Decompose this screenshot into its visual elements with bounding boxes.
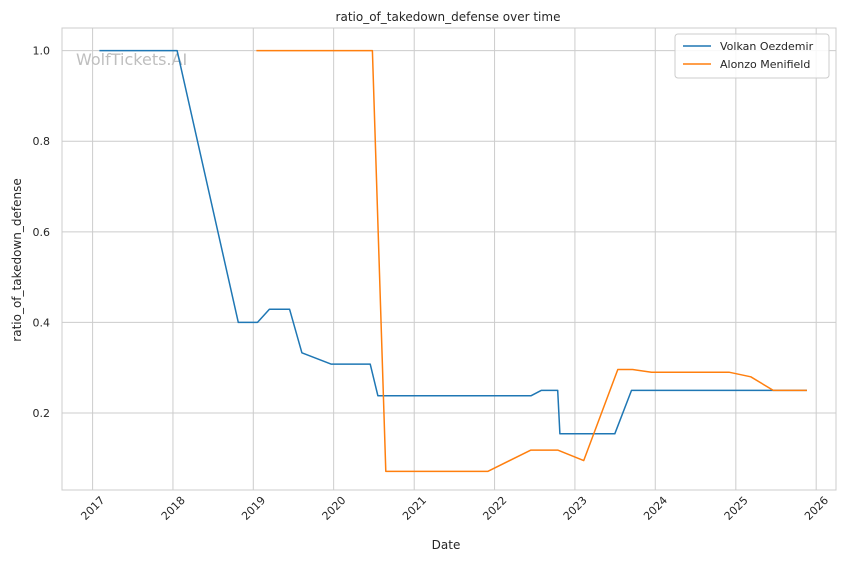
y-tick-label: 0.2 xyxy=(33,407,51,420)
y-tick-label: 1.0 xyxy=(33,45,51,58)
legend: Volkan Oezdemir Alonzo Menifield xyxy=(674,33,830,79)
y-axis-label: ratio_of_takedown_defense xyxy=(10,178,24,341)
y-axis-ticks: 0.2 0.4 0.6 0.8 1.0 xyxy=(33,45,51,420)
grid-lines xyxy=(62,28,836,490)
legend-label-alonzo-menifield: Alonzo Menifield xyxy=(720,58,810,71)
y-tick-label: 0.6 xyxy=(33,226,51,239)
chart-title: ratio_of_takedown_defense over time xyxy=(336,10,561,24)
legend-box xyxy=(674,33,830,79)
series-lines xyxy=(99,49,807,473)
watermark-text: WolfTickets.AI xyxy=(76,50,187,69)
y-tick-label: 0.8 xyxy=(33,135,51,148)
series-line-alonzo-menifield xyxy=(256,49,807,473)
x-axis-label: Date xyxy=(432,538,461,552)
series-line-volkan-oezdemir xyxy=(99,49,807,435)
y-tick-label: 0.4 xyxy=(33,316,51,329)
legend-label-volkan-oezdemir: Volkan Oezdemir xyxy=(720,40,814,53)
plot-area-frame xyxy=(61,27,837,491)
